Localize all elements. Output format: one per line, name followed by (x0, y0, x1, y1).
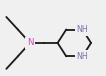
Text: N: N (27, 38, 33, 47)
Text: NH: NH (77, 25, 88, 34)
Text: NH: NH (77, 52, 88, 61)
Text: NH: NH (77, 52, 88, 61)
Text: N: N (27, 38, 33, 47)
Text: NH: NH (77, 25, 88, 34)
